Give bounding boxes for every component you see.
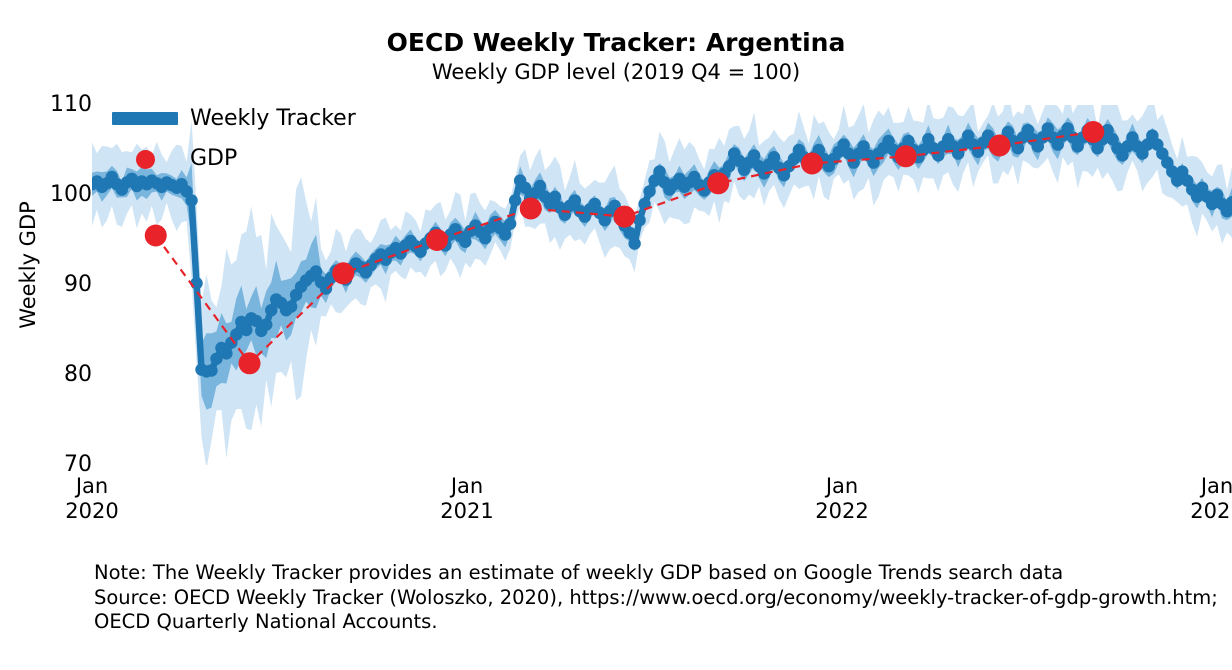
gdp-points [144,121,1105,375]
weekly-tracker-point [479,232,492,245]
plot-area [92,105,1232,465]
x-tick-month: Jan [825,474,859,498]
series-svg [92,105,1232,465]
weekly-tracker-point [518,181,532,194]
x-tick-month: Jan [1200,474,1232,498]
footnote-line-1: Note: The Weekly Tracker provides an est… [94,561,1064,584]
gdp-point [426,229,448,251]
gdp-point [613,205,636,228]
weekly-tracker-point [747,149,761,162]
weekly-tracker-point [240,323,253,337]
footnote: Note: The Weekly Tracker provides an est… [94,561,1232,635]
x-tick-month: Jan [450,474,484,498]
weekly-tracker-point [250,314,263,328]
weekly-tracker-point [1220,205,1232,218]
weekly-tracker-point [284,300,298,313]
weekly-tracker-point [230,328,243,341]
gdp-point [707,172,730,195]
weekly-tracker-point [220,347,233,360]
weekly-tracker-point [508,194,522,207]
chart-subtitle: Weekly GDP level (2019 Q4 = 100) [431,60,801,84]
gdp-point [144,224,167,247]
weekly-tracker-point [633,214,646,227]
gdp-point [801,152,823,175]
x-tick-label: Jan 2020 [32,474,152,524]
gdp-point [988,134,1011,157]
weekly-tracker-point [498,228,512,241]
weekly-tracker-point [723,160,736,173]
footnote-line-3: OECD Quarterly National Accounts. [94,610,438,633]
weekly-tracker-point [917,143,930,157]
weekly-tracker-point [653,165,666,178]
legend-label-weekly-tracker: Weekly Tracker [190,106,356,131]
weekly-tracker-point [623,226,636,239]
weekly-tracker-point [185,194,198,207]
x-tick-year: 2021 [440,499,494,523]
weekly-tracker-point [1225,196,1232,209]
gdp-point [1082,121,1105,143]
weekly-tracker-point [503,217,517,230]
weekly-tracker-point [638,197,651,211]
y-tick-label: 110 [50,92,92,117]
footnote-line-2: Source: OECD Weekly Tracker (Woloszko, 2… [94,585,1218,609]
gdp-point [238,352,261,375]
legend-swatch-gdp [136,150,155,169]
x-tick-month: Jan [75,474,109,498]
x-tick-label: Jan 2022 [782,474,902,524]
y-tick-label: 90 [64,272,92,297]
gdp-point [519,197,542,220]
legend-swatch-weekly-tracker [112,112,178,125]
y-tick-label: 100 [50,182,92,207]
chart-title: OECD Weekly Tracker: Argentina [386,28,846,57]
weekly-tracker-point [548,190,562,203]
weekly-tracker-point [643,185,656,198]
x-tick-label: Jan2023 [1157,474,1232,524]
x-tick-year: 2020 [65,499,119,523]
weekly-tracker-point [309,265,323,278]
weekly-tracker-point [205,364,218,377]
weekly-tracker-point [190,277,203,290]
x-tick-label: Jan 2021 [407,474,527,524]
weekly-tracker-point [568,194,582,207]
gdp-point [894,145,917,168]
weekly-tracker-point [533,179,547,193]
weekly-tracker-point [628,237,641,250]
weekly-tracker-point [459,235,472,248]
weekly-tracker-point [1011,142,1025,155]
gdp-point [332,262,355,285]
y-axis-ticks: 110 100 90 80 70 [0,0,92,670]
x-tick-year: 2023 [1190,499,1232,523]
weekly-tracker-point [210,352,223,365]
x-tick-year: 2022 [815,499,869,523]
y-tick-label: 70 [64,452,92,477]
weekly-tracker-point [260,318,273,331]
confidence-band-outer [92,105,1232,465]
weekly-tracker-point [265,304,278,317]
y-tick-label: 80 [64,362,92,387]
weekly-tracker-point [767,151,781,164]
legend-label-gdp: GDP [190,146,238,171]
